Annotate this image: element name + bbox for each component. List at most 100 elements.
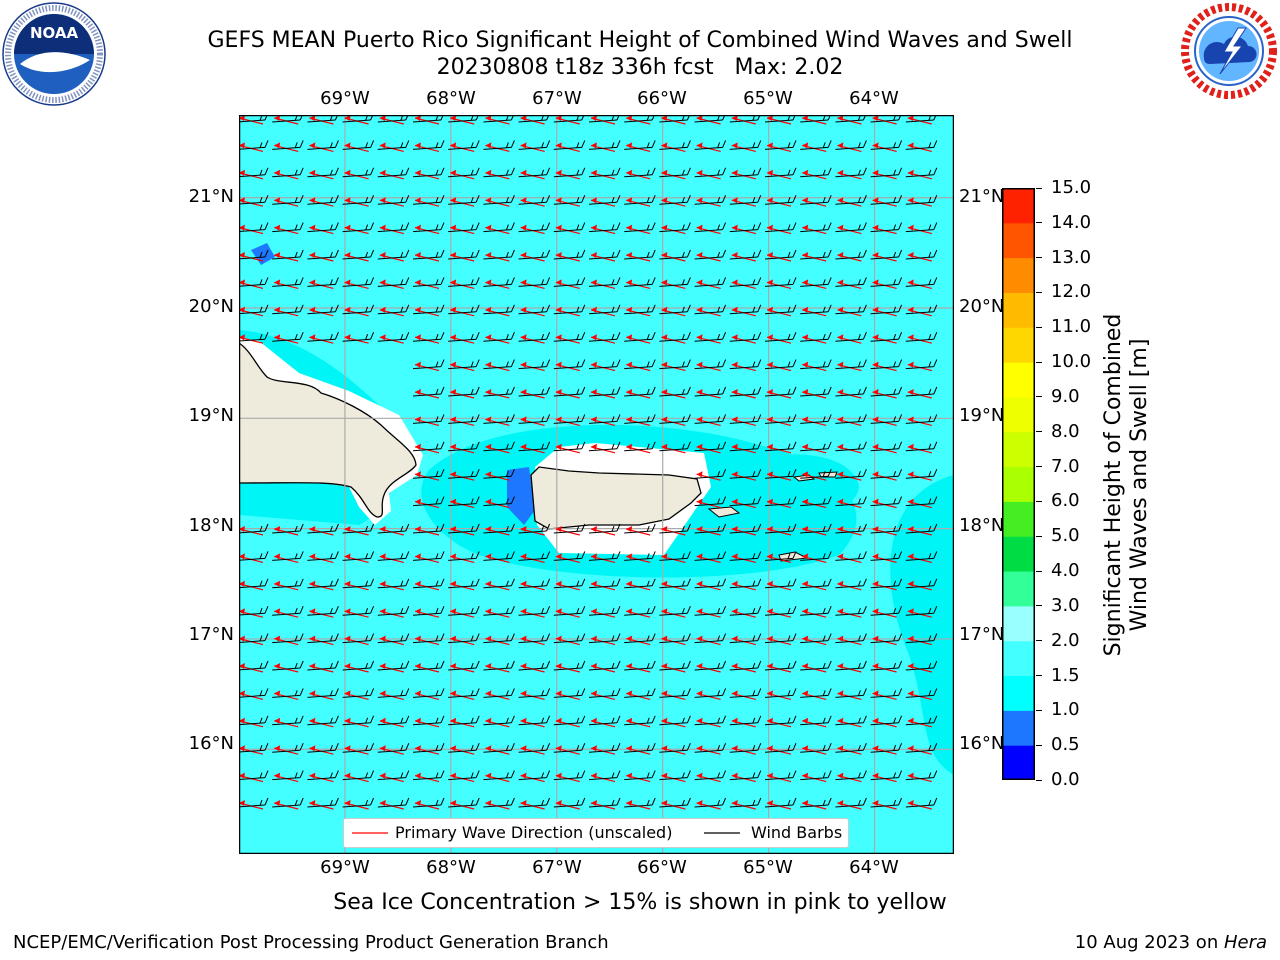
wave-direction-arrowhead [344,279,351,286]
wind-barb-flag [757,606,762,614]
wind-barb-flag [400,169,404,176]
wind-barb-flag [470,498,474,505]
wave-direction-arrowhead [485,306,492,313]
wave-direction-arrowhead [731,197,738,204]
wind-barb-flag [616,222,621,230]
wind-barb-flag [400,197,404,203]
wind-barb-flag [541,334,545,340]
wind-barb-flag [581,332,586,340]
wind-barb-flag [757,414,762,422]
wind-barb-flag [717,306,721,313]
wind-barb-flag [581,414,586,422]
wind-barb-flag [470,553,474,559]
wind-barb-flag [928,690,932,696]
wind-barb-flag [510,115,515,121]
wave-direction-arrowhead [907,663,914,669]
wind-barb-flag [475,441,480,449]
wind-barb-flag [581,770,586,778]
wind-barb-flag [329,635,333,642]
wind-barb-flag [616,797,621,806]
wave-direction-arrowhead [450,608,457,615]
wind-barb-flag [893,772,897,779]
wind-barb-flag [792,523,797,532]
wave-direction-arrowhead [661,252,668,258]
wind-barb-flag [475,414,480,422]
wind-barb-flag [259,334,263,340]
wind-barb-flag [862,304,867,312]
wind-barb-flag [541,553,545,559]
wind-barb-flag [928,169,932,176]
wave-direction-arrowhead [415,608,421,615]
colorbar-swatch [1002,431,1035,468]
wind-barb-flag [646,635,650,642]
wind-barb-flag [757,715,762,723]
wind-barb-flag [405,606,410,614]
wind-barb-flag [787,745,791,751]
wave-direction-arrowhead [379,306,386,313]
wave-direction-arrowhead [731,224,738,231]
wind-barb-flag [510,770,515,778]
wind-barb-flag [405,222,410,230]
wind-barb-flag [365,772,369,779]
wind-barb-flag [857,197,861,203]
wind-barb-flag [435,608,439,614]
wave-direction-arrowhead [661,443,668,450]
wind-barb-flag [299,332,304,340]
wave-direction-arrowhead [344,526,351,532]
wave-direction-arrowhead [344,772,351,779]
colorbar-tick-label: 9.0 [1051,385,1080,407]
wind-barb-flag [933,633,938,641]
wind-barb-flag [470,525,474,532]
wind-barb-flag [294,142,298,148]
wind-barb-flag [370,140,375,148]
wind-barb-flag [752,471,756,477]
wind-barb-flag [470,580,474,587]
wind-barb-flag [329,169,333,176]
wave-direction-arrowhead [415,690,421,697]
wind-barb-flag [581,633,586,641]
wave-direction-arrowhead [872,224,879,231]
wind-barb-flag [752,745,756,751]
colorbar-tick-label: 8.0 [1051,420,1080,442]
wind-barb-flag [646,224,650,231]
wave-direction-arrowhead [661,197,668,204]
wind-barb-flag [541,197,545,203]
wave-direction-arrowhead [274,279,281,286]
wind-barb-flag [933,606,938,614]
wave-direction-arrowhead [239,334,245,341]
wind-barb-flag [928,498,932,505]
wind-barb-flag [928,608,932,614]
wind-barb-flag [787,279,791,285]
wind-barb-flag [505,169,509,176]
wind-barb-flag [581,140,586,148]
wind-barb-flag [294,525,298,532]
wave-direction-arrowhead [485,471,492,478]
wind-barb-flag [546,249,551,258]
lon-tick-top: 67°W [532,88,582,109]
wind-barb-flag [857,608,861,614]
wind-barb-flag [264,743,269,751]
wind-barb-flag [827,222,832,230]
wind-barb-flag [541,169,545,176]
wave-direction-arrowhead [239,197,245,204]
wind-barb-flag [440,441,445,449]
wind-barb-flag [893,690,897,696]
wave-direction-arrowhead [802,553,809,560]
wind-barb-flag [334,606,339,614]
wind-barb-flag [440,770,445,778]
wind-barb-flag [827,578,832,586]
wave-direction-arrowhead [731,252,738,258]
wind-barb-flag [787,471,791,477]
wave-direction-arrowhead [661,580,668,587]
wind-barb-flag [651,770,656,778]
wind-barb-flag [510,140,515,148]
wind-barb-flag [681,334,685,340]
wind-barb-flag [611,416,615,422]
wind-barb-flag [928,553,932,559]
colorbar-tick-mark [1036,605,1042,607]
wind-barb-flag [822,142,826,148]
wave-direction-arrowhead [344,169,351,176]
wind-barb-flag [576,443,580,450]
wave-direction-arrowhead [274,663,281,669]
wind-barb-flag [898,606,903,614]
